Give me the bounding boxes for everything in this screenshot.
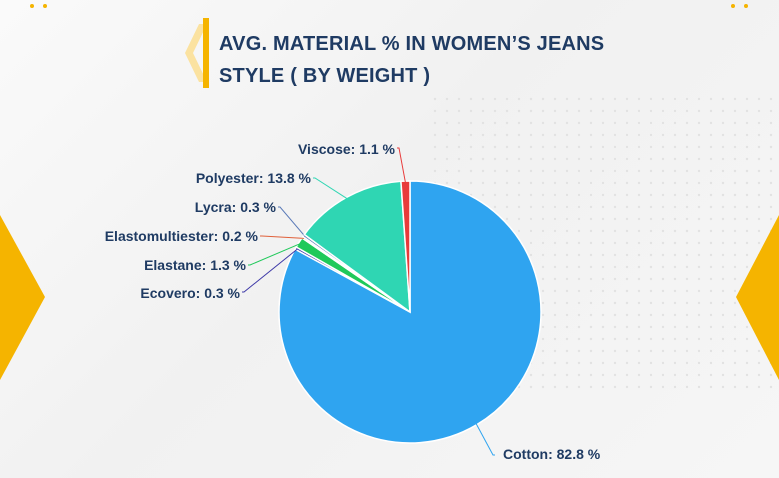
slice-label-cotton: Cotton: 82.8 % — [503, 446, 601, 462]
leader-line-ecovero — [242, 248, 298, 293]
slice-label-ecovero: Ecovero: 0.3 % — [140, 285, 240, 301]
corner-dot — [43, 4, 47, 8]
slice-label-elastane: Elastane: 1.3 % — [144, 257, 246, 273]
leader-line-viscose — [397, 147, 407, 184]
title-accent-bar — [203, 18, 209, 88]
corner-dot — [30, 4, 34, 8]
corner-dot — [744, 4, 748, 8]
slice-label-viscose: Viscose: 1.1 % — [298, 141, 396, 157]
slice-label-elastomultiester: Elastomultiester: 0.2 % — [105, 228, 259, 244]
slice-label-lycra: Lycra: 0.3 % — [195, 199, 277, 215]
chart-title: AVG. MATERIAL % IN WOMEN’S JEANS STYLE (… — [219, 33, 605, 87]
leader-line-elastomultiester — [260, 235, 305, 239]
leader-line-lycra — [278, 206, 306, 238]
pie-slice-polyester — [303, 180, 411, 314]
leader-line-elastane — [248, 242, 301, 266]
title-chevron-icon — [185, 24, 207, 82]
leader-line-polyester — [313, 177, 349, 200]
corner-dot — [731, 4, 735, 8]
left-arrow-decoration — [0, 215, 45, 380]
right-arrow-decoration — [736, 215, 779, 380]
slice-label-polyester: Polyester: 13.8 % — [196, 170, 312, 186]
leader-line-cotton — [475, 422, 495, 456]
